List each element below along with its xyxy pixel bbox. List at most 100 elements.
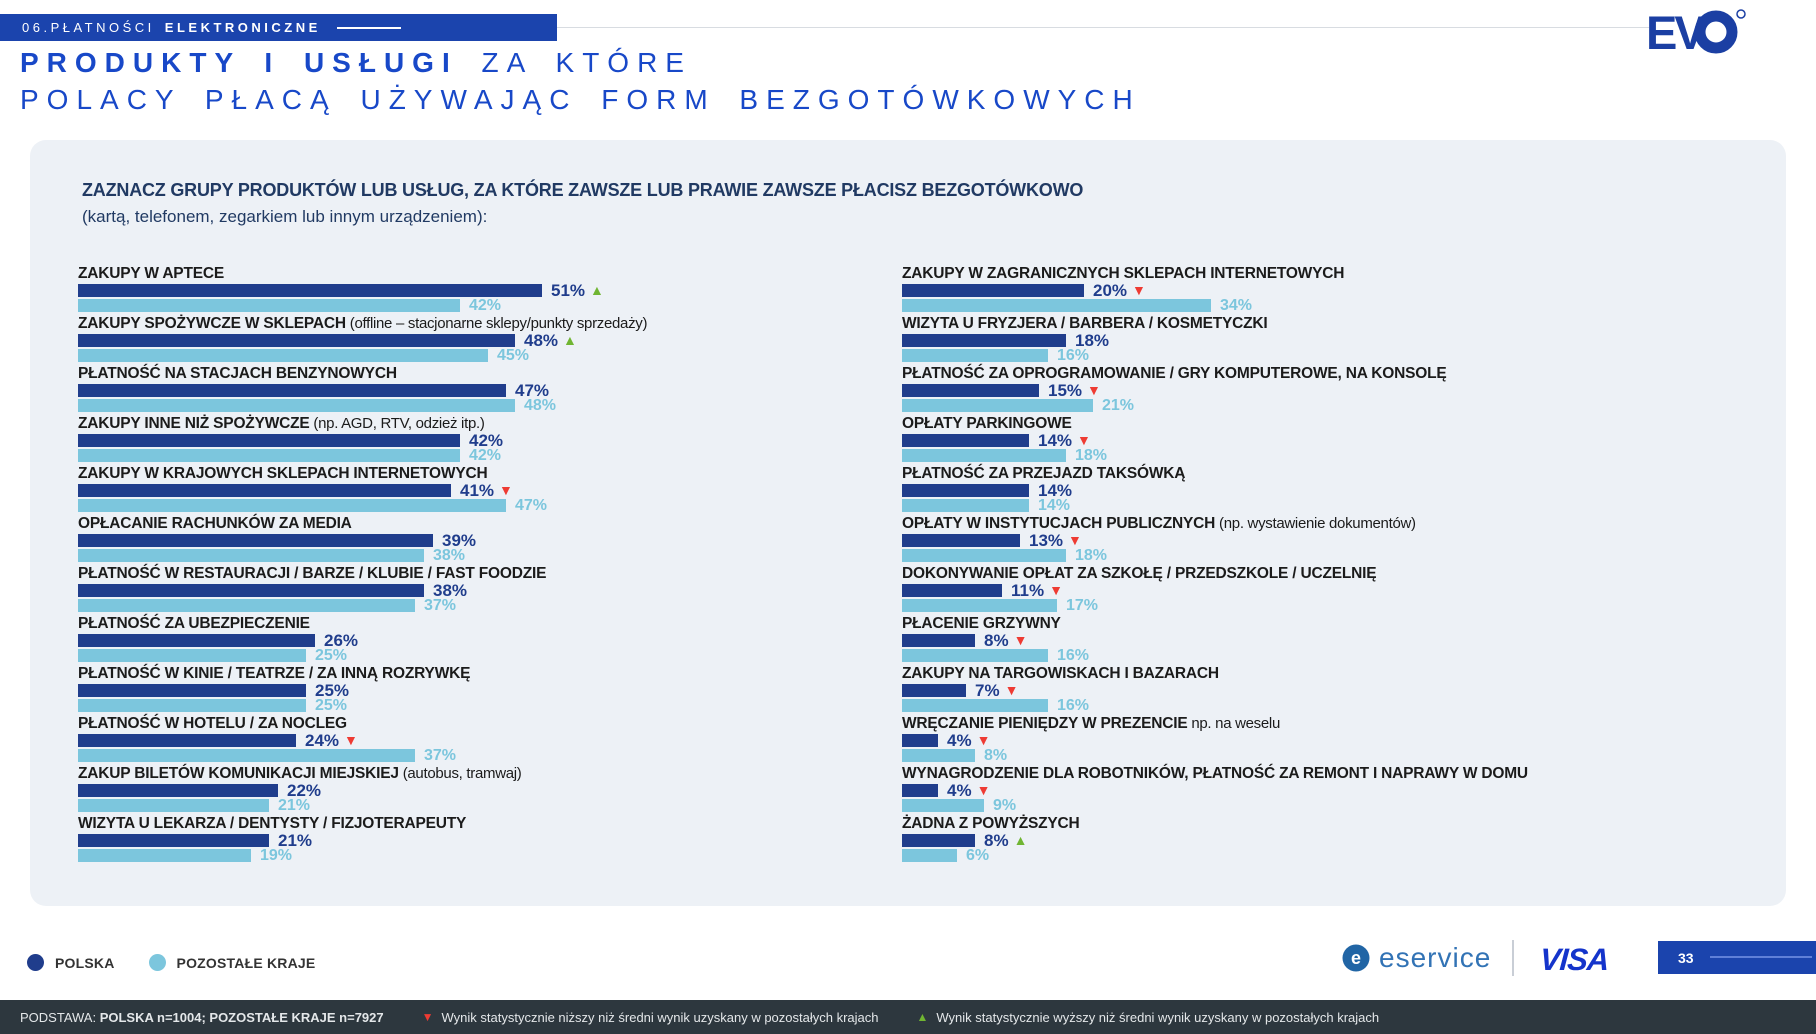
- bar-group: WYNAGRODZENIE DLA ROBOTNIKÓW, PŁATNOŚĆ Z…: [902, 766, 1726, 816]
- value-polska: 39%: [442, 531, 477, 550]
- bar-row-polska: 42%: [78, 432, 902, 449]
- bar-polska: [902, 434, 1029, 447]
- bar-polska: [78, 834, 269, 847]
- bar-row-pozostale: 48%: [78, 397, 902, 414]
- bar-pozostale: [902, 499, 1029, 512]
- eservice-logo: e eservice: [1342, 942, 1491, 974]
- bar-row-polska: 41% ▼: [78, 481, 902, 500]
- category-label: WIZYTA U LEKARZA / DENTYSTY / FIZJOTERAP…: [78, 816, 902, 832]
- bar-group: ZAKUPY W ZAGRANICZNYCH SKLEPACH INTERNET…: [902, 266, 1726, 316]
- bar-pozostale: [902, 399, 1093, 412]
- bar-pozostale: [78, 299, 460, 312]
- bar-row-polska: 20% ▼: [902, 282, 1726, 299]
- value-polska: 26%: [324, 631, 359, 650]
- bar-row-pozostale: 16%: [902, 647, 1726, 664]
- bar-row-polska: 25%: [78, 681, 902, 700]
- value-pozostale: 18%: [1075, 547, 1108, 564]
- category-title: ZAKUPY W KRAJOWYCH SKLEPACH INTERNETOWYC…: [78, 465, 488, 482]
- category-note: (np. wystawienie dokumentów): [1215, 515, 1416, 532]
- bar-row-pozostale: 25%: [78, 698, 902, 714]
- category-title: PŁATNOŚĆ ZA PRZEJAZD TAKSÓWKĄ: [902, 465, 1186, 482]
- legend: POLSKA POZOSTAŁE KRAJE: [27, 954, 315, 971]
- bar-pozostale: [78, 599, 415, 612]
- bar-polska: [78, 784, 278, 797]
- value-pozostale: 34%: [1220, 297, 1253, 314]
- value-pozostale: 6%: [966, 847, 990, 864]
- bar-row-polska: 4% ▼: [902, 782, 1726, 799]
- legend-label: POLSKA: [55, 954, 115, 971]
- value-pozostale: 25%: [315, 647, 348, 664]
- bar-row-polska: 48% ▲: [78, 332, 902, 349]
- bar-pozostale: [78, 749, 415, 762]
- value-polska: 21%: [278, 831, 313, 850]
- value-polska: 41%: [460, 481, 495, 500]
- value-pozostale: 48%: [524, 397, 557, 414]
- bar-group: WIZYTA U FRYZJERA / BARBERA / KOSMETYCZK…: [902, 316, 1726, 366]
- value-polska: 13%: [1029, 531, 1064, 550]
- value-pozostale: 42%: [469, 297, 502, 314]
- bar-row-pozostale: 6%: [902, 847, 1726, 864]
- bar-row-pozostale: 17%: [902, 598, 1726, 614]
- eservice-icon-circle: [1342, 944, 1370, 972]
- bar-row-pozostale: 18%: [902, 448, 1726, 464]
- bar-group: ZAKUPY NA TARGOWISKACH I BAZARACH 7% ▼ 16%: [902, 666, 1726, 716]
- category-label: WIZYTA U FRYZJERA / BARBERA / KOSMETYCZK…: [902, 316, 1726, 332]
- category-title: ZAKUPY W APTECE: [78, 265, 224, 282]
- value-pozostale: 16%: [1057, 647, 1090, 664]
- category-title: OPŁATY W INSTYTUCJACH PUBLICZNYCH: [902, 515, 1216, 532]
- bar-row-pozostale: 45%: [78, 348, 902, 364]
- registered-mark-icon: [1736, 9, 1746, 19]
- category-label: ZAKUP BILETÓW KOMUNIKACJI MIEJSKIEJ (aut…: [78, 766, 902, 782]
- category-label: ZAKUPY W ZAGRANICZNYCH SKLEPACH INTERNET…: [902, 266, 1726, 282]
- banner-dash: [336, 26, 401, 29]
- bars-column-right: ZAKUPY W ZAGRANICZNYCH SKLEPACH INTERNET…: [902, 266, 1726, 866]
- value-polska: 4%: [947, 731, 972, 750]
- bar-row-pozostale: 14%: [902, 498, 1726, 514]
- bar-group: ŻADNA Z POWYŻSZYCH 8% ▲ 6%: [902, 816, 1726, 866]
- bar-polska: [902, 384, 1039, 397]
- bar-group: ZAKUPY W KRAJOWYCH SKLEPACH INTERNETOWYC…: [78, 466, 902, 516]
- bar-row-polska: 26%: [78, 631, 902, 650]
- value-pozostale: 42%: [469, 447, 502, 464]
- bar-group: PŁATNOŚĆ ZA OPROGRAMOWANIE / GRY KOMPUTE…: [902, 366, 1726, 416]
- legend-item-polska: POLSKA: [27, 954, 115, 971]
- eservice-icon: e: [1342, 944, 1370, 972]
- bar-row-pozostale: 47%: [78, 498, 902, 514]
- page-title: PRODUKTY I USŁUGI ZA KTÓRE POLACY PŁACĄ …: [20, 44, 1141, 118]
- page-title-light-text: ZA KTÓRE: [481, 47, 692, 78]
- page-number: 33: [1678, 950, 1694, 966]
- category-label: ZAKUPY NA TARGOWISKACH I BAZARACH: [902, 666, 1726, 682]
- value-pozostale: 19%: [260, 847, 293, 864]
- header-rule: [557, 27, 1649, 28]
- bar-polska: [902, 534, 1020, 547]
- page-number-box: 33: [1658, 941, 1816, 974]
- bar-pozostale: [902, 699, 1048, 712]
- bar-group: ZAKUP BILETÓW KOMUNIKACJI MIEJSKIEJ (aut…: [78, 766, 902, 816]
- value-pozostale: 9%: [993, 797, 1017, 814]
- bar-polska: [78, 534, 433, 547]
- value-polska: 15%: [1048, 381, 1083, 400]
- bar-row-pozostale: 34%: [902, 297, 1726, 314]
- value-pozostale: 21%: [1102, 397, 1135, 414]
- bar-polska: [78, 434, 460, 447]
- category-label: WYNAGRODZENIE DLA ROBOTNIKÓW, PŁATNOŚĆ Z…: [902, 766, 1726, 782]
- bar-row-pozostale: 37%: [78, 598, 902, 614]
- bar-group: DOKONYWANIE OPŁAT ZA SZKOŁĘ / PRZEDSZKOL…: [902, 566, 1726, 616]
- down-triangle-icon: ▼: [1068, 532, 1082, 548]
- value-polska: 14%: [1038, 431, 1073, 450]
- bar-pozostale: [902, 649, 1048, 662]
- page-title-light: [458, 47, 482, 78]
- category-title: WRĘCZANIE PIENIĘDZY W PREZENCIE: [902, 715, 1188, 732]
- category-title: ZAKUPY NA TARGOWISKACH I BAZARACH: [902, 665, 1219, 682]
- bar-group: PŁATNOŚĆ ZA UBEZPIECZENIE 26% 25%: [78, 616, 902, 666]
- category-label: ZAKUPY SPOŻYWCZE W SKLEPACH (offline – s…: [78, 316, 902, 332]
- up-triangle-icon: ▲: [590, 282, 604, 298]
- section-title-label: ELEKTRONICZNE: [164, 20, 321, 35]
- value-polska: 25%: [315, 681, 350, 700]
- category-label: WRĘCZANIE PIENIĘDZY W PREZENCIE np. na w…: [902, 716, 1726, 732]
- bar-row-polska: 51% ▲: [78, 282, 902, 299]
- bar-polska: [902, 334, 1066, 347]
- bar-pozostale: [902, 299, 1211, 312]
- bar-polska: [78, 384, 506, 397]
- category-label: OPŁACANIE RACHUNKÓW ZA MEDIA: [78, 516, 902, 532]
